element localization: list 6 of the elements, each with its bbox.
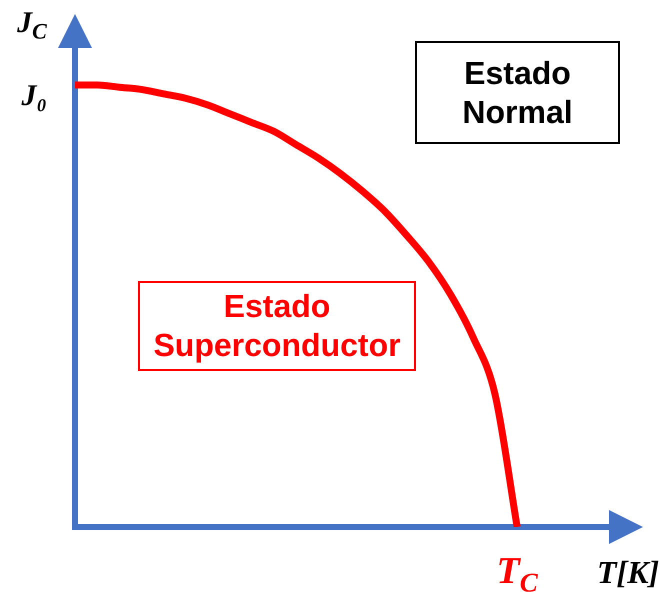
text: J₀ (20, 79, 48, 112)
text-frame: Estado Superconductor (138, 281, 416, 371)
annotation: Estado Superconductor (152, 287, 402, 365)
annotation: Estado Normal (461, 54, 574, 132)
x-axis-title: T[K] (597, 554, 660, 590)
text-frame: Estado Normal (415, 41, 620, 144)
